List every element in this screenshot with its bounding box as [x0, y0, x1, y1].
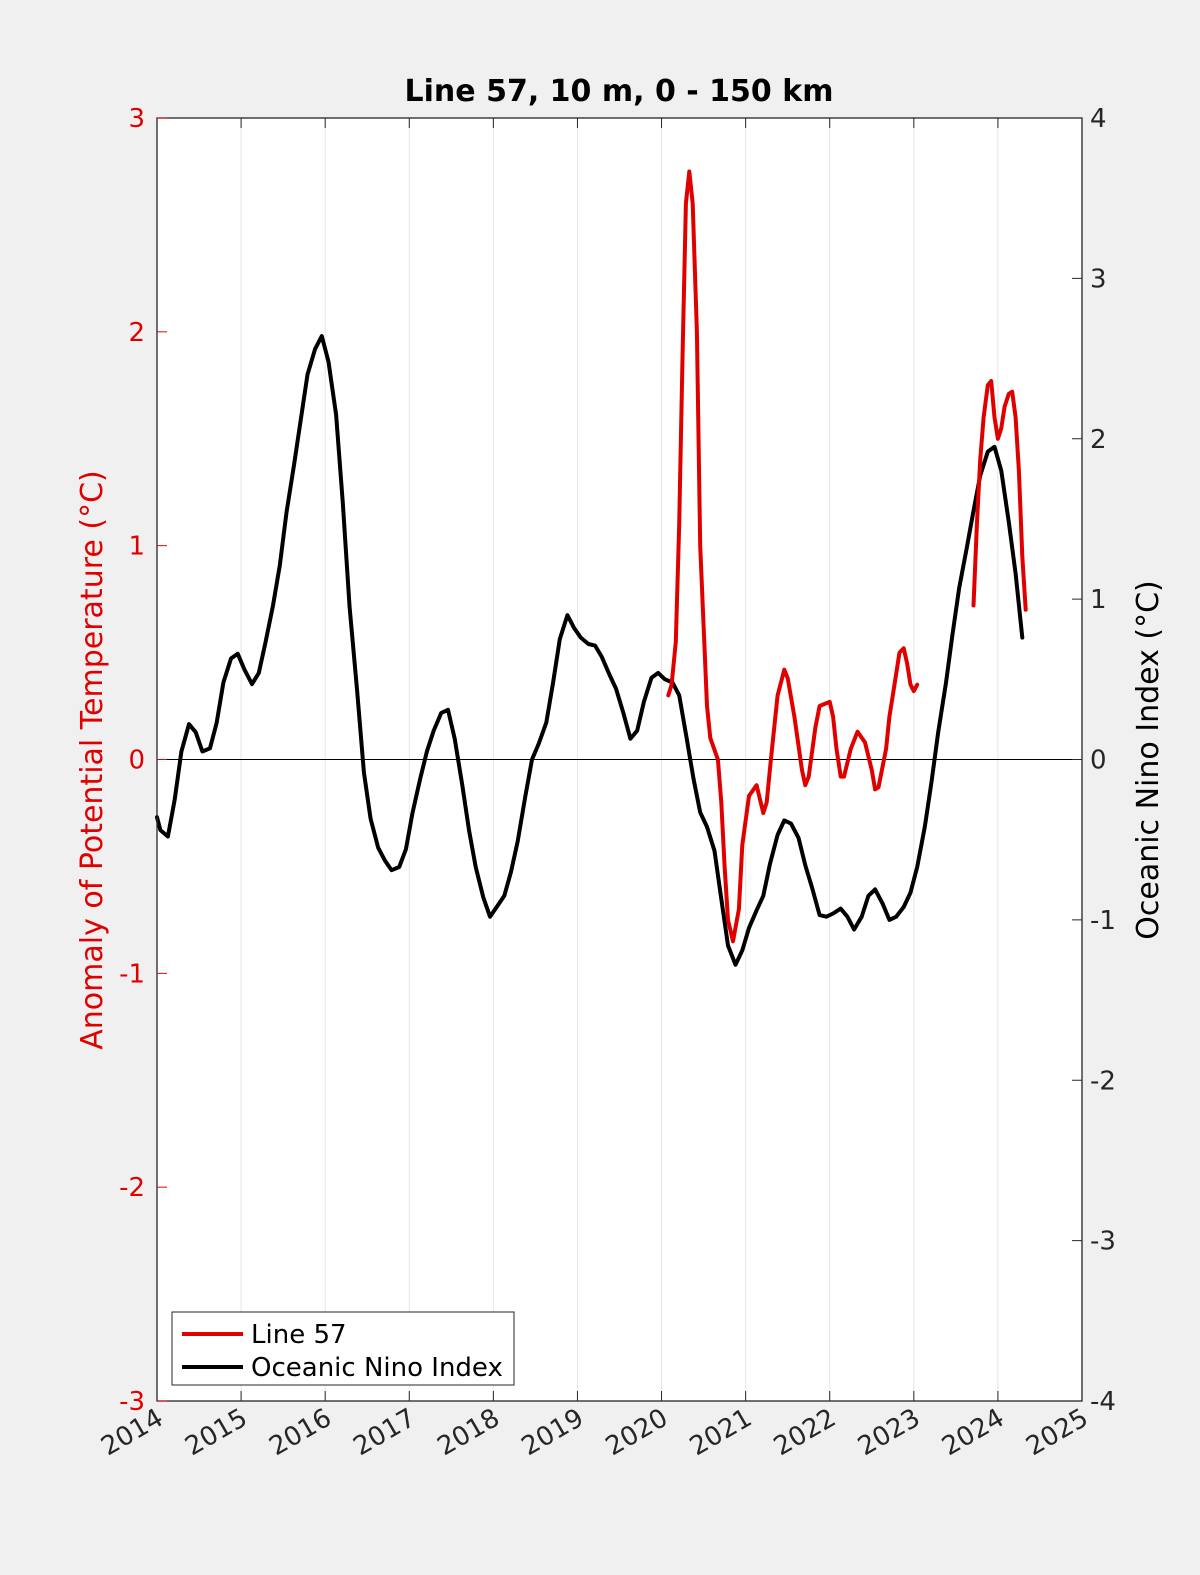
y-right-tick-label: -4 [1090, 1387, 1116, 1417]
legend-box [171, 1311, 515, 1386]
x-tick-label: 2021 [685, 1403, 757, 1462]
y-right-tick-label: 4 [1090, 104, 1107, 134]
series-line-oni [155, 334, 1025, 967]
y-right-tick-label: 0 [1090, 746, 1107, 776]
x-tick-label: 2017 [348, 1403, 420, 1462]
y-right-tick-label: 1 [1090, 585, 1107, 615]
chart-title: Line 57, 10 m, 0 - 150 km [405, 74, 834, 109]
x-tick-label: 2022 [769, 1403, 841, 1462]
y-right-tick-label: -2 [1090, 1066, 1116, 1096]
legend-label-oni: Oceanic Nino Index [251, 1353, 503, 1383]
y-left-tick-label: -1 [119, 959, 145, 989]
legend: Line 57 Oceanic Nino Index [171, 1311, 515, 1386]
x-tick-label: 2025 [1021, 1403, 1093, 1462]
x-tick-label: 2018 [433, 1403, 505, 1462]
x-tick-label: 2015 [180, 1403, 252, 1462]
y-left-tick-label: 3 [128, 104, 145, 134]
legend-label-line57: Line 57 [251, 1320, 347, 1350]
y-right-tick-label: 2 [1090, 425, 1107, 455]
y-left-tick-label: 2 [128, 318, 145, 348]
y-right-tick-label: -1 [1090, 906, 1116, 936]
y-left-tick-label: 0 [128, 746, 145, 776]
y-left-tick-label: -2 [119, 1173, 145, 1203]
series-line-line57 [971, 379, 1028, 612]
y-left-tick-label: 1 [128, 532, 145, 562]
x-tick-label: 2020 [601, 1403, 673, 1462]
x-tick-label: 2024 [937, 1403, 1009, 1462]
y-right-tick-label: 3 [1090, 264, 1107, 294]
y-axis-left-label: Anomaly of Potential Temperature (°C) [75, 470, 110, 1049]
y-axis-right-label: Oceanic Nino Index (°C) [1131, 580, 1166, 940]
x-tick-label: 2016 [264, 1403, 336, 1462]
series-lines [155, 169, 1028, 967]
x-tick-label: 2019 [517, 1403, 589, 1462]
y-right-tick-label: -3 [1090, 1227, 1116, 1257]
series-line-line57 [666, 169, 920, 944]
x-tick-label: 2023 [853, 1403, 925, 1462]
y-left-tick-label: -3 [119, 1387, 145, 1417]
